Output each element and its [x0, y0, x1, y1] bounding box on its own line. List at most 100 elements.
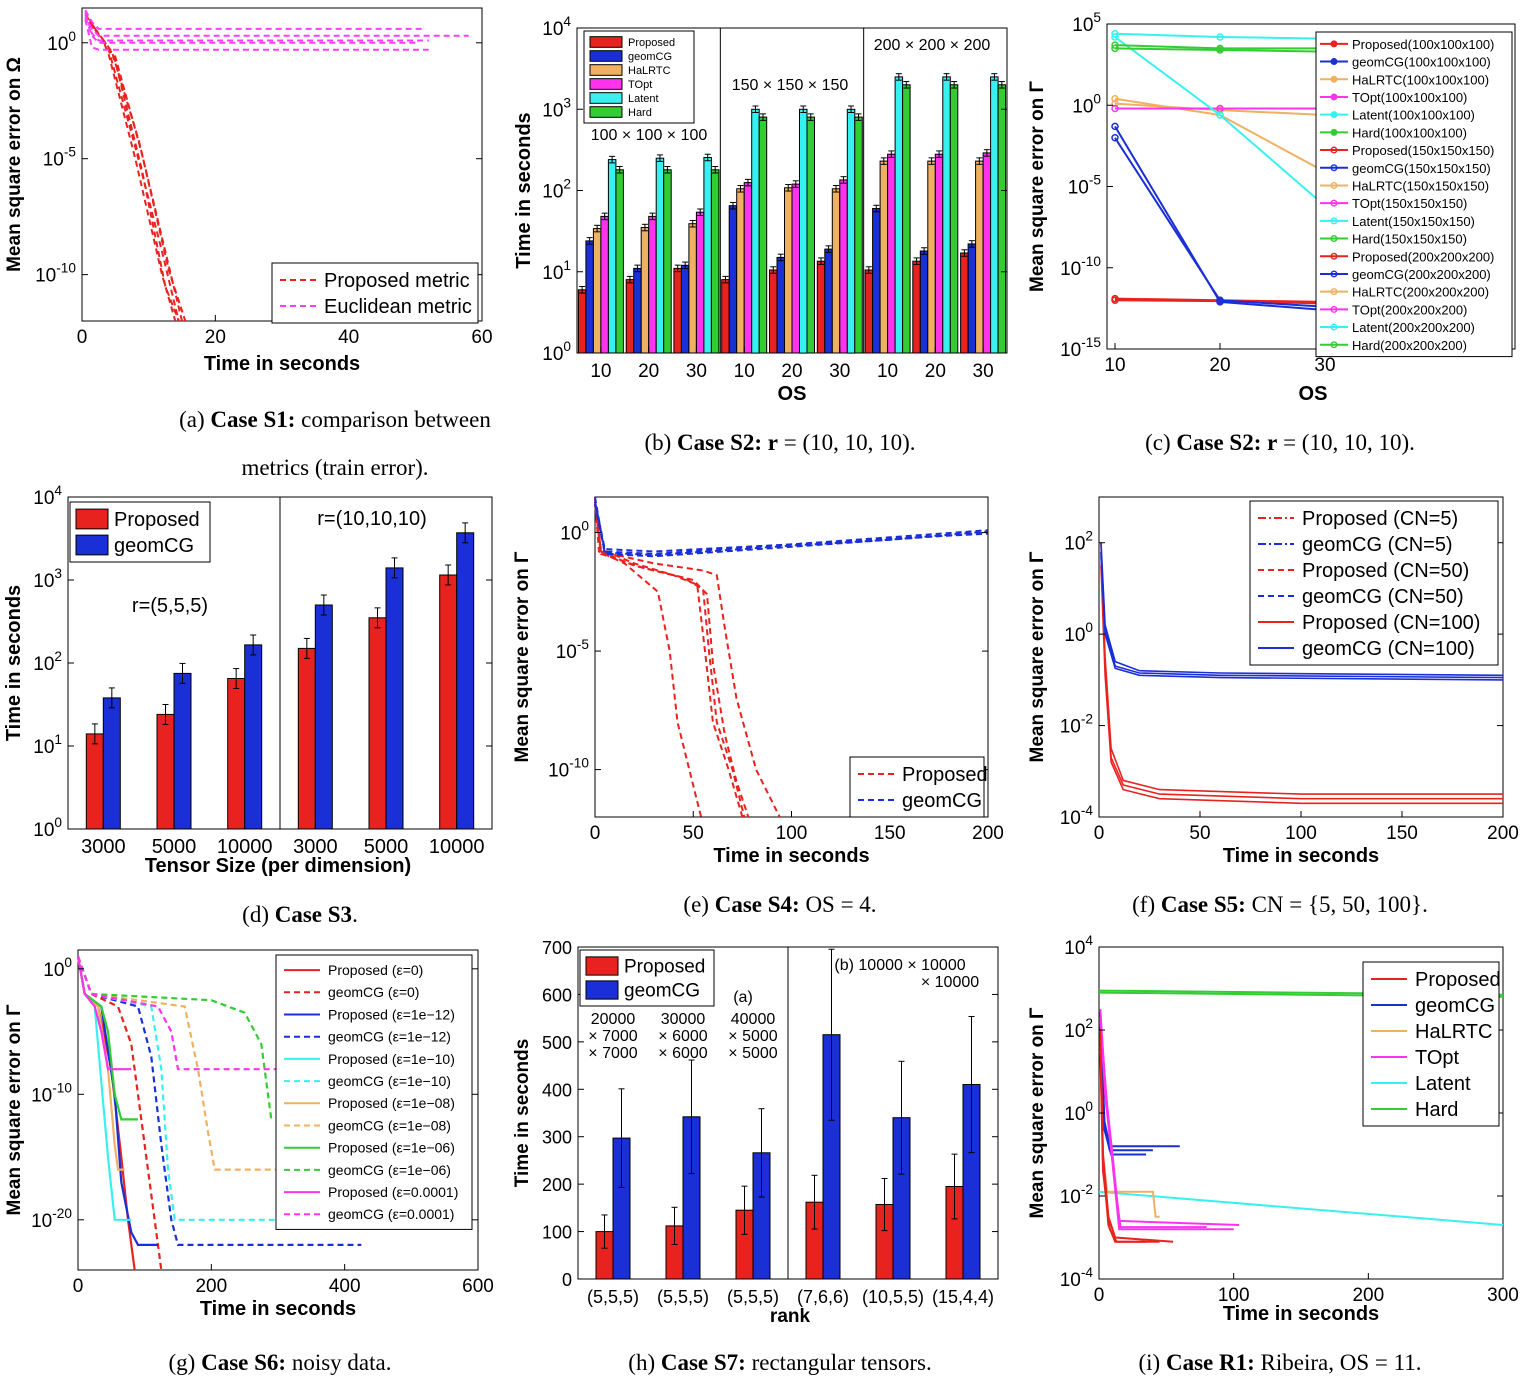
series-line-latent: [1114, 36, 1326, 207]
legend-label: geomCG: [624, 981, 700, 1002]
y-tick-label: 100: [43, 955, 72, 981]
x-tick-label: 20: [925, 361, 946, 382]
legend-label: Proposed (CN=100): [1302, 612, 1480, 634]
bar-hard: [949, 84, 959, 354]
legend-label: Proposed (ε=1e−10): [328, 1051, 455, 1067]
bar-proposed: [864, 269, 874, 354]
bar-latent: [942, 76, 951, 354]
caption-d: (d) Case S3.: [100, 902, 500, 928]
x-axis-label: Time in seconds: [1223, 1303, 1379, 1325]
series-marker: [1111, 294, 1119, 303]
legend-label: geomCG(150x150x150): [1352, 161, 1491, 176]
y-tick-label: 100: [33, 815, 62, 841]
caption-i-bold: Case R1:: [1165, 1350, 1255, 1375]
x-tick-label: 200: [1352, 1285, 1384, 1306]
legend-label: Hard(200x200x200): [1352, 338, 1467, 353]
group-label: × 10000: [921, 974, 979, 991]
group-label: r=(5,5,5): [132, 595, 208, 617]
legend-swatch: [589, 36, 623, 48]
legend-label: TOpt(200x200x200): [1352, 302, 1467, 317]
group-size-label: × 5000: [728, 1045, 777, 1062]
caption-e-prefix: (e): [683, 892, 715, 917]
bar-topt: [982, 152, 992, 354]
series-line-proposed: [76, 956, 136, 1271]
legend-swatch: [589, 50, 623, 62]
y-tick-label: 400: [542, 1080, 572, 1100]
bar-halrtc: [879, 160, 889, 354]
legend-label: Latent: [628, 93, 659, 105]
legend-label: Hard(150x150x150): [1352, 232, 1467, 247]
bar-hard: [997, 84, 1007, 354]
x-tick-label: (5,5,5): [587, 1287, 639, 1307]
bar-latent: [655, 157, 665, 354]
group-label: 150 × 150 × 150: [732, 77, 849, 94]
x-tick-label: 300: [1487, 1285, 1519, 1306]
y-axis-label: Time in seconds: [513, 112, 535, 268]
bar-geomcg: [633, 267, 642, 354]
x-tick-label: 10: [590, 361, 611, 382]
legend-marker: [1330, 217, 1338, 225]
legend-marker: [1330, 164, 1338, 172]
x-tick-label: 30: [686, 361, 707, 382]
group-label: 100 × 100 × 100: [591, 127, 708, 144]
series-line-topt: [1099, 1021, 1207, 1229]
y-tick-label: 104: [542, 14, 571, 40]
series-line-geomcg: [1114, 137, 1326, 308]
chart-d: 3000 5000 10000 3000 5000 10000 100 101 102 103 10…: [3, 483, 493, 877]
x-tick-label: 30: [973, 361, 994, 382]
series-line-proposed: [1099, 1046, 1147, 1243]
legend-marker: [1330, 58, 1338, 66]
legend-label: Proposed(100x100x100): [1352, 37, 1494, 52]
x-tick-label: 20: [205, 327, 226, 348]
y-tick-label: 10-2: [1060, 1182, 1093, 1208]
x-axis-label: Time in seconds: [204, 353, 360, 375]
series-marker: [1111, 30, 1119, 38]
bar-geomcg: [872, 208, 881, 354]
caption-f-bold: Case S5:: [1160, 892, 1246, 917]
y-tick-label: 102: [1064, 1016, 1093, 1042]
bar-latent: [703, 157, 712, 354]
legend-marker: [1330, 40, 1338, 48]
y-axis-label: Time in seconds: [3, 585, 25, 741]
series-marker: [1216, 298, 1224, 306]
series-line-euclid: [84, 16, 416, 44]
caption-e: (e) Case S4: OS = 4.: [560, 892, 1000, 918]
bar-proposed: [368, 617, 387, 830]
group-size-label: × 7000: [588, 1028, 637, 1045]
caption-f-text: CN = {5, 50, 100}.: [1245, 892, 1428, 917]
x-tick-label: 0: [73, 1276, 84, 1297]
bar-topt: [743, 182, 753, 354]
y-tick-label: 100: [542, 1223, 572, 1243]
y-tick-label: 100: [560, 519, 589, 545]
legend-swatch: [589, 64, 623, 76]
bar-latent: [799, 108, 808, 354]
group-label: 200 × 200 × 200: [874, 37, 991, 54]
series-line-proposed: [76, 955, 163, 1271]
legend-label: geomCG: [114, 535, 194, 557]
bar-halrtc: [640, 227, 650, 354]
legend-box: [271, 262, 479, 324]
caption-g-text: noisy data.: [286, 1350, 392, 1375]
legend-label: Proposed (ε=0.0001): [328, 1184, 458, 1200]
legend-label: geomCG (ε=1e−10): [328, 1073, 451, 1089]
y-tick-label: 10-4: [1060, 1265, 1094, 1291]
legend-swatch: [589, 78, 623, 90]
chart-i: 104 102 100 10-2 10-40 100 200 300 Time in secon…: [1027, 933, 1519, 1325]
bar-hard: [854, 116, 863, 354]
legend-marker: [1330, 288, 1338, 296]
legend-label: Proposed (CN=50): [1302, 560, 1469, 582]
chart-g: 100 10-10 10-20 0 200 400 600 Time in seconds Me…: [4, 949, 494, 1320]
bar-proposed: [769, 269, 778, 354]
bar-halrtc: [688, 223, 697, 354]
caption-h-prefix: (h): [628, 1350, 661, 1375]
legend-label: Hard(100x100x100): [1352, 125, 1467, 140]
bar-proposed: [960, 252, 969, 354]
series-line-proposed: [84, 14, 180, 322]
y-tick-label: 10-5: [43, 145, 77, 171]
y-axis-label: Mean square error on Γ: [1027, 80, 1048, 292]
series-line-geomcg: [594, 496, 989, 558]
x-tick-label: 20: [638, 361, 659, 382]
y-tick-label: 100: [1064, 620, 1093, 646]
series-line-geomcg: [1099, 1021, 1147, 1156]
